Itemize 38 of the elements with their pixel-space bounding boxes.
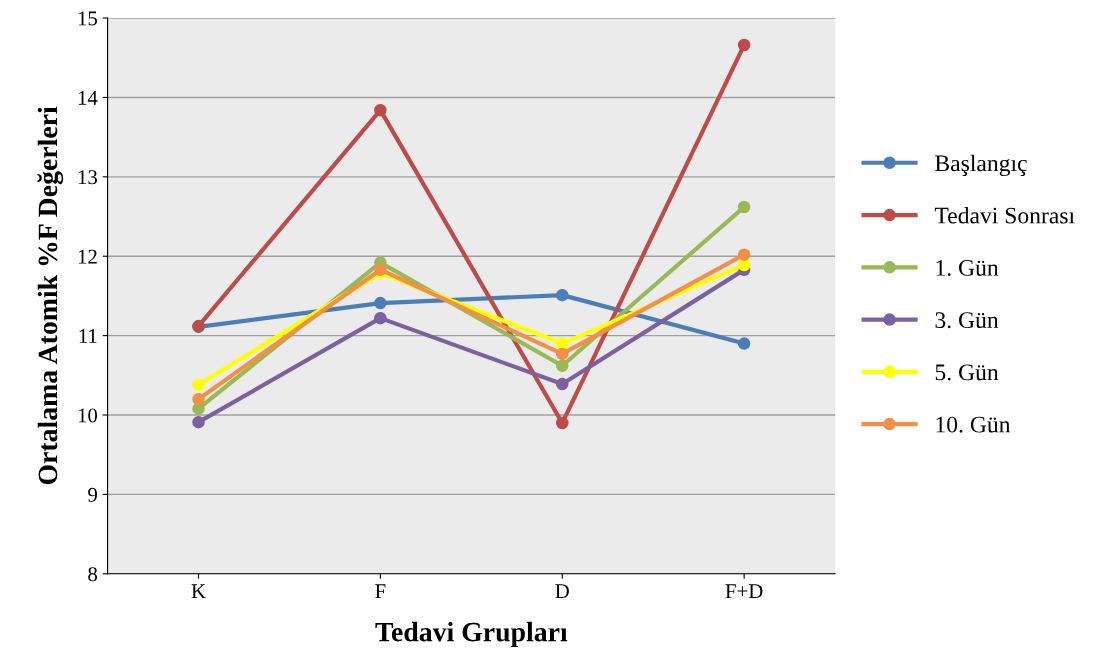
- legend-label: Başlangıç: [935, 154, 1027, 177]
- legend-label: 5. Gün: [935, 364, 999, 381]
- point: [556, 288, 569, 302]
- x-tick-label: D: [555, 584, 569, 599]
- point: [737, 337, 751, 350]
- y-tick-label: 10: [78, 408, 98, 423]
- y-tick-label: 14: [78, 90, 98, 105]
- point: [737, 258, 751, 272]
- point: [192, 378, 205, 392]
- point: [737, 200, 751, 214]
- point: [737, 248, 751, 261]
- legend-label: 10. Gün: [936, 416, 1011, 433]
- y-tick-label: 8: [88, 567, 98, 582]
- point: [192, 392, 205, 406]
- point: [374, 103, 387, 117]
- y-tick-label: 12: [78, 249, 97, 264]
- point: [556, 377, 569, 391]
- y-tick-label: 13: [78, 170, 98, 185]
- legend-label: 1. Gün: [936, 259, 999, 276]
- point: [556, 359, 569, 373]
- x-tick-label: F+D: [725, 584, 763, 599]
- point: [374, 263, 387, 276]
- legend-label: 3. Gün: [935, 312, 999, 329]
- y-tick-label: 9: [88, 487, 97, 502]
- x-tick-label: F: [375, 584, 386, 598]
- point: [374, 311, 387, 325]
- point: [556, 347, 569, 361]
- y-tick-label: 15: [78, 11, 98, 26]
- x-tick-label: K: [191, 584, 206, 598]
- y-tick-label: 11: [79, 329, 97, 343]
- x-axis-title: Tedavi Grupları: [375, 621, 568, 648]
- y-axis-title: Ortalama Atomik %F Değerleri: [37, 106, 64, 485]
- point: [374, 296, 387, 310]
- legend-label: Tedavi Sonrası: [934, 206, 1075, 224]
- point: [556, 337, 569, 350]
- point: [192, 415, 205, 429]
- point: [556, 416, 569, 430]
- point: [737, 38, 751, 52]
